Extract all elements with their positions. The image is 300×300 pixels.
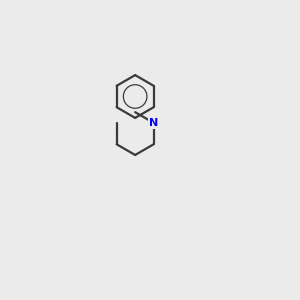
Text: N: N: [149, 118, 158, 128]
